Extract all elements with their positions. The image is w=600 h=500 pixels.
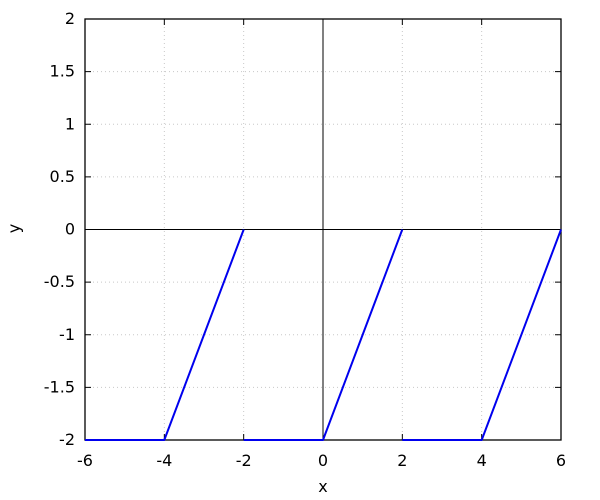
- y-tick-label: 1.5: [50, 62, 75, 81]
- x-tick-label: -4: [156, 451, 172, 470]
- y-tick-label: -1.5: [44, 377, 75, 396]
- y-tick-label: -1: [59, 325, 75, 344]
- x-tick-label: 0: [318, 451, 328, 470]
- series-ramp-segment-1: [85, 229, 245, 441]
- y-tick-label: -0.5: [44, 272, 75, 291]
- x-tick-label: -6: [77, 451, 93, 470]
- x-tick-label: -2: [236, 451, 252, 470]
- y-tick-label: 0.5: [50, 167, 75, 186]
- x-tick-label: 6: [556, 451, 566, 470]
- x-tick-label: 4: [477, 451, 487, 470]
- series-ramp-segment-3: [402, 229, 562, 441]
- y-tick-label: 0: [65, 220, 75, 239]
- y-axis-label: y: [4, 223, 24, 234]
- series-ramp-segment-2: [243, 229, 404, 441]
- x-axis-label: x: [318, 477, 328, 496]
- y-tick-label: -2: [59, 430, 75, 449]
- y-tick-label: 1: [65, 114, 75, 133]
- x-tick-label: 2: [397, 451, 407, 470]
- y-tick-label: 2: [65, 9, 75, 28]
